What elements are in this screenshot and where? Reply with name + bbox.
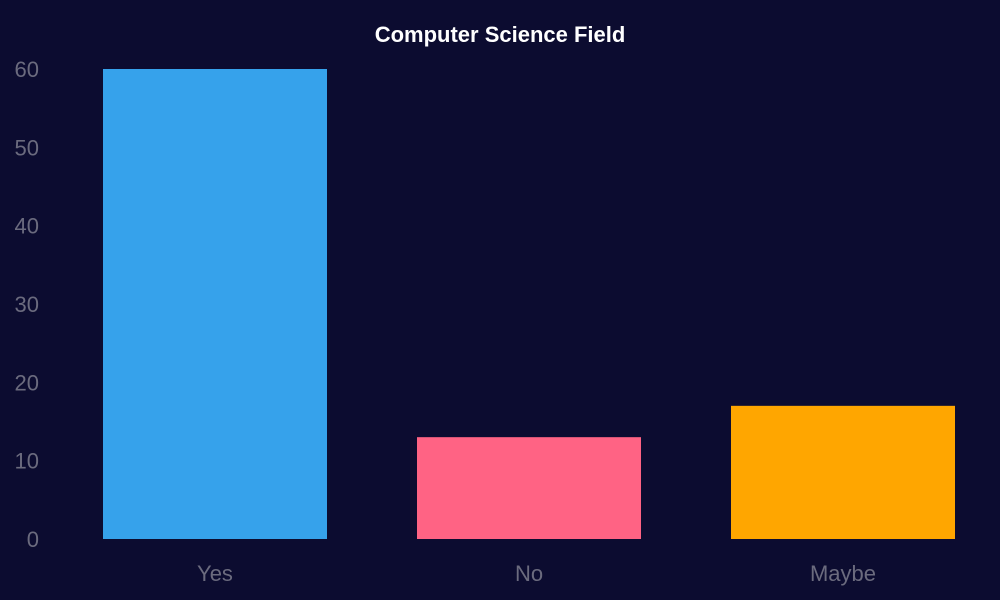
x-axis: Yes No Maybe bbox=[197, 561, 876, 586]
y-tick-label: 10 bbox=[15, 449, 39, 474]
y-axis: 0 10 20 30 40 50 60 bbox=[15, 57, 39, 552]
bar-maybe[interactable] bbox=[731, 405, 955, 539]
y-tick-label: 20 bbox=[15, 370, 39, 395]
x-tick-label-maybe: Maybe bbox=[810, 561, 876, 586]
x-tick-label-yes: Yes bbox=[197, 561, 233, 586]
bars bbox=[103, 69, 955, 539]
y-tick-label: 0 bbox=[27, 527, 39, 552]
bar-no[interactable] bbox=[417, 437, 641, 539]
y-tick-label: 30 bbox=[15, 292, 39, 317]
chart-title: Computer Science Field bbox=[375, 22, 626, 47]
y-tick-label: 60 bbox=[15, 57, 39, 82]
y-tick-label: 40 bbox=[15, 214, 39, 239]
x-tick-label-no: No bbox=[515, 561, 543, 586]
bar-yes[interactable] bbox=[103, 69, 327, 539]
y-tick-label: 50 bbox=[15, 135, 39, 160]
